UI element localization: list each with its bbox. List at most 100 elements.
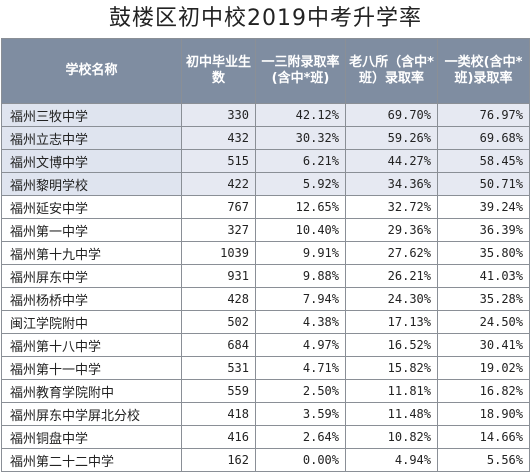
table-row: 福州黎明学校 422 5.92% 34.36% 50.71% bbox=[1, 172, 530, 196]
rate-top3-cell: 4.71% bbox=[255, 356, 346, 380]
rate-old8-cell: 26.21% bbox=[345, 264, 438, 288]
rate-tier1-cell: 19.02% bbox=[437, 356, 530, 380]
rate-tier1-cell: 18.90% bbox=[437, 402, 530, 426]
table-row: 福州延安中学 767 12.65% 32.72% 39.24% bbox=[1, 195, 530, 219]
header-school-name: 学校名称 bbox=[1, 38, 182, 104]
rate-top3-cell: 6.21% bbox=[255, 149, 346, 173]
rate-tier1-cell: 41.03% bbox=[437, 264, 530, 288]
table-row: 福州铜盘中学 416 2.64% 10.82% 14.66% bbox=[1, 425, 530, 449]
graduates-cell: 327 bbox=[181, 218, 256, 242]
rate-old8-cell: 17.13% bbox=[345, 310, 438, 334]
school-name-cell: 福州立志中学 bbox=[1, 126, 182, 150]
graduates-cell: 330 bbox=[181, 103, 256, 127]
graduates-cell: 684 bbox=[181, 333, 256, 357]
graduates-cell: 422 bbox=[181, 172, 256, 196]
table-row: 福州屏东中学屏北分校 418 3.59% 11.48% 18.90% bbox=[1, 402, 530, 426]
graduates-cell: 162 bbox=[181, 448, 256, 472]
graduates-cell: 418 bbox=[181, 402, 256, 426]
graduates-cell: 502 bbox=[181, 310, 256, 334]
school-name-cell: 福州第一中学 bbox=[1, 218, 182, 242]
school-name-cell: 福州第二十二中学 bbox=[1, 448, 182, 472]
school-name-cell: 福州杨桥中学 bbox=[1, 287, 182, 311]
rate-tier1-cell: 14.66% bbox=[437, 425, 530, 449]
rate-old8-cell: 69.70% bbox=[345, 103, 438, 127]
table-row: 闽江学院附中 502 4.38% 17.13% 24.50% bbox=[1, 310, 530, 334]
rate-old8-cell: 10.82% bbox=[345, 425, 438, 449]
school-name-cell: 福州第十八中学 bbox=[1, 333, 182, 357]
rate-top3-cell: 30.32% bbox=[255, 126, 346, 150]
graduates-cell: 432 bbox=[181, 126, 256, 150]
rate-top3-cell: 10.40% bbox=[255, 218, 346, 242]
header-rate-tier1: 一类校(含中*班)录取率 bbox=[437, 38, 530, 104]
rate-tier1-cell: 69.68% bbox=[437, 126, 530, 150]
rate-top3-cell: 42.12% bbox=[255, 103, 346, 127]
graduates-cell: 428 bbox=[181, 287, 256, 311]
rate-tier1-cell: 76.97% bbox=[437, 103, 530, 127]
rate-top3-cell: 9.91% bbox=[255, 241, 346, 265]
rate-top3-cell: 7.94% bbox=[255, 287, 346, 311]
rate-tier1-cell: 39.24% bbox=[437, 195, 530, 219]
table-row: 福州杨桥中学 428 7.94% 24.30% 35.28% bbox=[1, 287, 530, 311]
rate-old8-cell: 34.36% bbox=[345, 172, 438, 196]
rate-tier1-cell: 24.50% bbox=[437, 310, 530, 334]
school-name-cell: 福州三牧中学 bbox=[1, 103, 182, 127]
rate-top3-cell: 2.50% bbox=[255, 379, 346, 403]
table-row: 福州教育学院附中 559 2.50% 11.81% 16.82% bbox=[1, 379, 530, 403]
rate-tier1-cell: 50.71% bbox=[437, 172, 530, 196]
graduates-cell: 531 bbox=[181, 356, 256, 380]
rate-top3-cell: 12.65% bbox=[255, 195, 346, 219]
rate-top3-cell: 4.97% bbox=[255, 333, 346, 357]
school-name-cell: 福州黎明学校 bbox=[1, 172, 182, 196]
rate-old8-cell: 59.26% bbox=[345, 126, 438, 150]
rate-tier1-cell: 16.82% bbox=[437, 379, 530, 403]
admission-rate-table: 学校名称 初中毕业生数 一三附录取率(含中*班) 老八所（含中*班）录取率 一类… bbox=[1, 38, 530, 472]
school-name-cell: 福州屏东中学屏北分校 bbox=[1, 402, 182, 426]
table-header-row: 学校名称 初中毕业生数 一三附录取率(含中*班) 老八所（含中*班）录取率 一类… bbox=[1, 38, 530, 104]
table-row: 福州立志中学 432 30.32% 59.26% 69.68% bbox=[1, 126, 530, 150]
rate-top3-cell: 5.92% bbox=[255, 172, 346, 196]
rate-tier1-cell: 58.45% bbox=[437, 149, 530, 173]
rate-old8-cell: 11.81% bbox=[345, 379, 438, 403]
table-row: 福州文博中学 515 6.21% 44.27% 58.45% bbox=[1, 149, 530, 173]
rate-tier1-cell: 35.80% bbox=[437, 241, 530, 265]
rate-tier1-cell: 35.28% bbox=[437, 287, 530, 311]
rate-tier1-cell: 36.39% bbox=[437, 218, 530, 242]
rate-top3-cell: 0.00% bbox=[255, 448, 346, 472]
rate-top3-cell: 2.64% bbox=[255, 425, 346, 449]
school-name-cell: 福州第十九中学 bbox=[1, 241, 182, 265]
rate-old8-cell: 29.36% bbox=[345, 218, 438, 242]
header-graduates: 初中毕业生数 bbox=[181, 38, 256, 104]
table-row: 福州屏东中学 931 9.88% 26.21% 41.03% bbox=[1, 264, 530, 288]
school-name-cell: 福州延安中学 bbox=[1, 195, 182, 219]
page-title: 鼓楼区初中校2019中考升学率 bbox=[109, 6, 422, 31]
rate-top3-cell: 4.38% bbox=[255, 310, 346, 334]
header-rate-old8: 老八所（含中*班）录取率 bbox=[345, 38, 438, 104]
rate-tier1-cell: 30.41% bbox=[437, 333, 530, 357]
table-row: 福州第一中学 327 10.40% 29.36% 36.39% bbox=[1, 218, 530, 242]
rate-old8-cell: 24.30% bbox=[345, 287, 438, 311]
rate-tier1-cell: 5.56% bbox=[437, 448, 530, 472]
table-row: 福州第十八中学 684 4.97% 16.52% 30.41% bbox=[1, 333, 530, 357]
graduates-cell: 416 bbox=[181, 425, 256, 449]
rate-old8-cell: 27.62% bbox=[345, 241, 438, 265]
graduates-cell: 767 bbox=[181, 195, 256, 219]
rate-top3-cell: 3.59% bbox=[255, 402, 346, 426]
school-name-cell: 福州第十一中学 bbox=[1, 356, 182, 380]
school-name-cell: 福州铜盘中学 bbox=[1, 425, 182, 449]
table-row: 福州第十一中学 531 4.71% 15.82% 19.02% bbox=[1, 356, 530, 380]
rate-top3-cell: 9.88% bbox=[255, 264, 346, 288]
rate-old8-cell: 16.52% bbox=[345, 333, 438, 357]
rate-old8-cell: 32.72% bbox=[345, 195, 438, 219]
school-name-cell: 福州屏东中学 bbox=[1, 264, 182, 288]
school-name-cell: 福州文博中学 bbox=[1, 149, 182, 173]
graduates-cell: 1039 bbox=[181, 241, 256, 265]
school-name-cell: 福州教育学院附中 bbox=[1, 379, 182, 403]
rate-old8-cell: 44.27% bbox=[345, 149, 438, 173]
graduates-cell: 559 bbox=[181, 379, 256, 403]
rate-old8-cell: 4.94% bbox=[345, 448, 438, 472]
graduates-cell: 931 bbox=[181, 264, 256, 288]
graduates-cell: 515 bbox=[181, 149, 256, 173]
table-row: 福州三牧中学 330 42.12% 69.70% 76.97% bbox=[1, 103, 530, 127]
table-row: 福州第十九中学 1039 9.91% 27.62% 35.80% bbox=[1, 241, 530, 265]
rate-old8-cell: 15.82% bbox=[345, 356, 438, 380]
